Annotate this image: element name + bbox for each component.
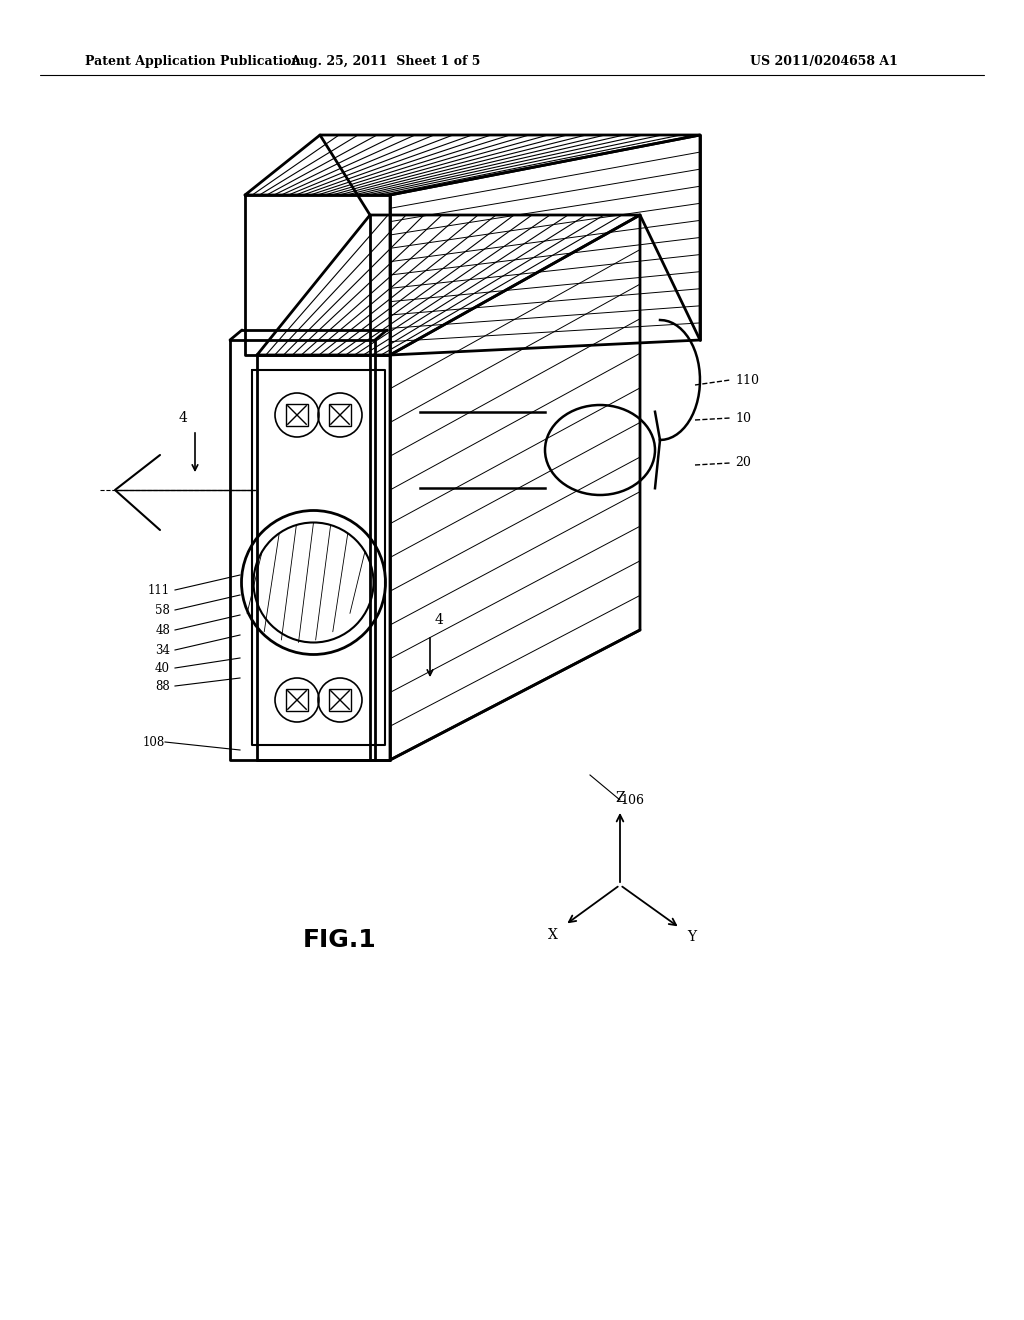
Text: FIG.1: FIG.1 (303, 928, 377, 952)
Text: X: X (548, 928, 558, 942)
Bar (329, 689, 351, 711)
Text: 88: 88 (156, 680, 170, 693)
Text: US 2011/0204658 A1: US 2011/0204658 A1 (750, 55, 898, 69)
Text: 34: 34 (155, 644, 170, 656)
Text: Y: Y (687, 931, 696, 944)
Text: Patent Application Publication: Patent Application Publication (85, 55, 300, 69)
Bar (286, 689, 308, 711)
Text: Z: Z (615, 791, 625, 805)
Text: 58: 58 (155, 603, 170, 616)
Text: 108: 108 (142, 735, 165, 748)
Text: 106: 106 (620, 793, 644, 807)
Text: 40: 40 (155, 661, 170, 675)
Bar (286, 404, 308, 426)
Text: 10: 10 (735, 412, 751, 425)
Text: 48: 48 (155, 623, 170, 636)
Text: 4: 4 (435, 612, 443, 627)
Text: 111: 111 (147, 583, 170, 597)
Text: 20: 20 (735, 457, 751, 470)
Text: 4: 4 (178, 411, 187, 425)
Bar (329, 404, 351, 426)
Text: Aug. 25, 2011  Sheet 1 of 5: Aug. 25, 2011 Sheet 1 of 5 (290, 55, 480, 69)
Text: 110: 110 (735, 374, 759, 387)
